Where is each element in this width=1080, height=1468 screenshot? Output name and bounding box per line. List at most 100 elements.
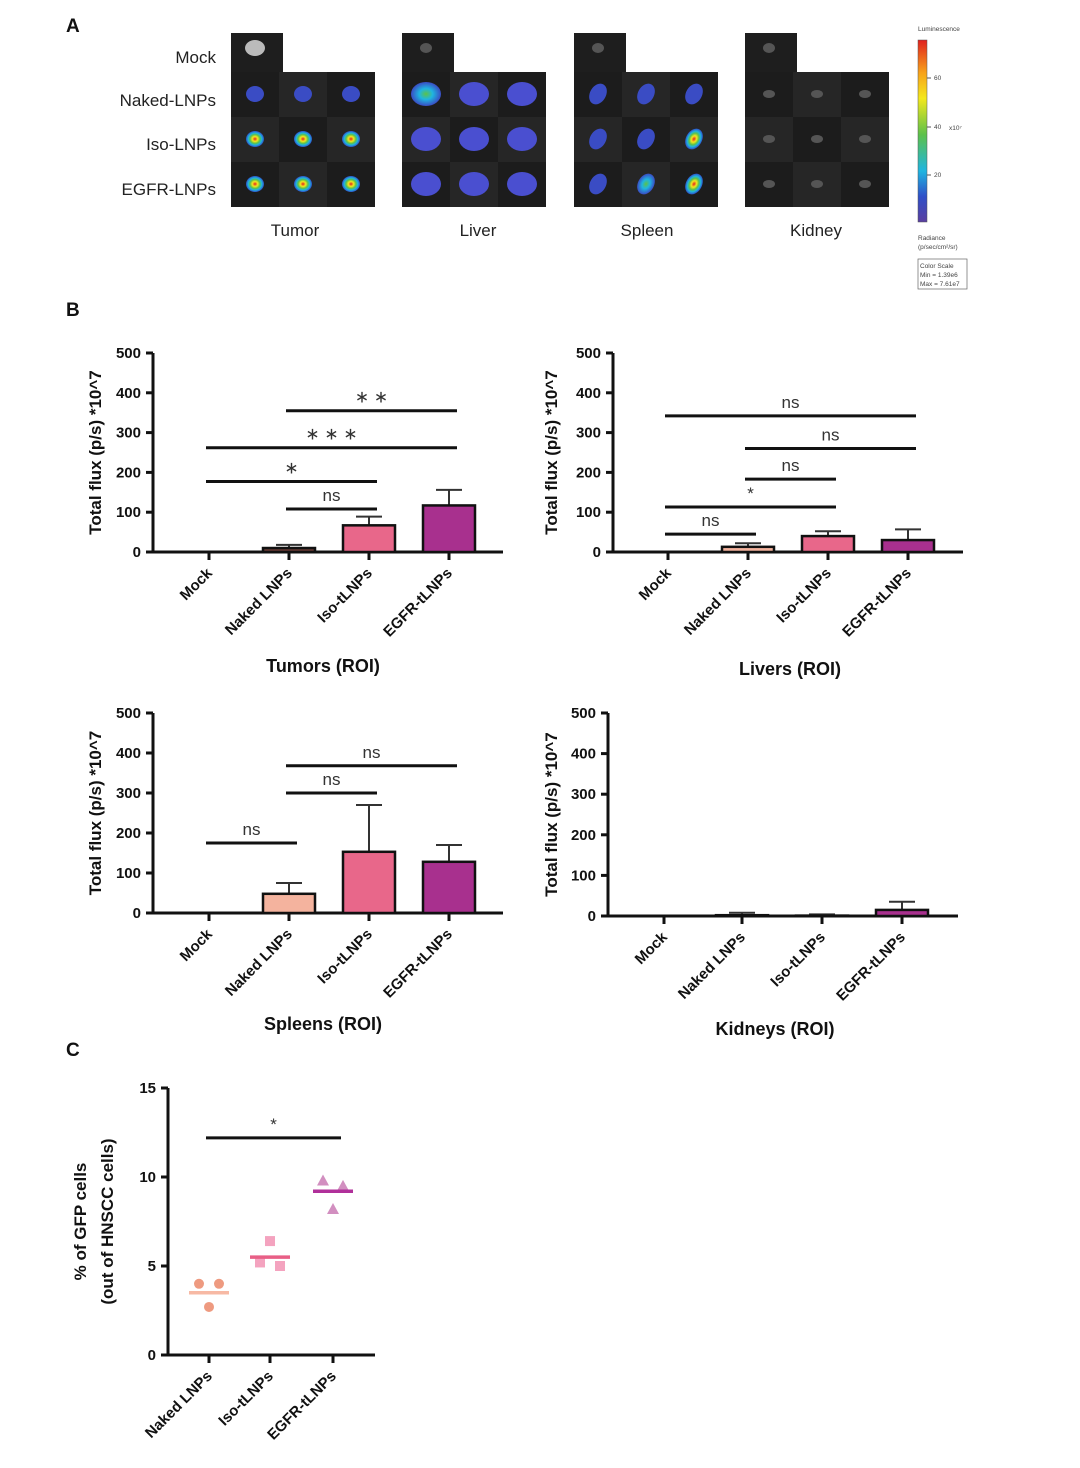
radiance-unit: (p/sec/cm²/sr) xyxy=(918,244,958,251)
panel-letter-c: C xyxy=(66,1040,80,1061)
signal-blob xyxy=(507,172,537,196)
y-tick-label: 100 xyxy=(116,865,141,882)
signal-blob xyxy=(342,86,360,102)
y-axis-label: Total flux (p/s) *10^7 xyxy=(542,732,561,897)
signal-blob xyxy=(459,172,489,196)
significance-label: ns xyxy=(782,393,800,412)
organ-silhouette xyxy=(763,135,775,143)
bar-naked-lnps xyxy=(714,913,770,918)
y-tick-label: 300 xyxy=(571,786,596,803)
organ-silhouette xyxy=(811,90,823,98)
colorbar-tick-label: 20 xyxy=(934,172,942,179)
x-tick-label: Naked LNPs xyxy=(675,929,749,1003)
significance-label: ∗ ∗ ∗ xyxy=(305,425,357,444)
x-tick-label: EGFR-tLNPs xyxy=(380,926,456,1002)
y-axis-label: % of GFP cells xyxy=(71,1163,90,1281)
signal-blob xyxy=(342,176,360,192)
bar-egfr-tlnps xyxy=(421,504,477,554)
organ-image-group xyxy=(402,33,546,207)
bar-naked-lnps xyxy=(720,545,776,554)
organ-label: Kidney xyxy=(790,221,842,240)
bar-iso-tlnps xyxy=(341,850,397,915)
imaging-panel: Mock Naked-LNPs Iso-LNPs EGFR-LNPs Tumor Live… xyxy=(120,26,968,290)
signal-blob xyxy=(342,131,360,147)
x-tick-label: Naked LNPs xyxy=(222,926,296,1000)
y-tick-label: 400 xyxy=(576,385,601,402)
organ-silhouette xyxy=(420,43,432,53)
color-scale-title: Color Scale xyxy=(920,263,954,270)
bar-iso-tlnps xyxy=(800,534,856,554)
significance-label: * xyxy=(270,1115,277,1134)
significance-label: ns xyxy=(702,511,720,530)
organ-silhouette xyxy=(859,90,871,98)
y-tick-label: 0 xyxy=(133,544,141,561)
signal-blob xyxy=(294,86,312,102)
signal-blob xyxy=(685,173,703,195)
y-axis-label: Total flux (p/s) *10^7 xyxy=(86,731,105,896)
x-tick-label: Mock xyxy=(636,564,676,604)
organ-label: Spleen xyxy=(621,221,674,240)
chart-1: 0 100 200 300 400 500 Mock Naked LNPs Iso-tLNPs E… xyxy=(542,345,963,679)
data-point xyxy=(265,1236,275,1247)
y-tick-label: 0 xyxy=(148,1347,156,1364)
row-label: Naked-LNPs xyxy=(120,91,216,110)
significance-label: ∗ ∗ xyxy=(355,388,388,407)
y-tick-label: 0 xyxy=(133,905,141,922)
panel-letter-b: B xyxy=(66,300,80,321)
signal-blob xyxy=(411,82,441,106)
y-tick-label: 400 xyxy=(116,385,141,402)
organ-silhouette xyxy=(859,135,871,143)
row-label: Mock xyxy=(175,48,216,67)
colorbar-title: Luminescence xyxy=(918,26,960,33)
organ-silhouette xyxy=(859,180,871,188)
organ-silhouette xyxy=(763,90,775,98)
signal-blob xyxy=(411,172,441,196)
colorbar-tick-label: 60 xyxy=(934,75,942,82)
organ-label: Tumor xyxy=(271,221,320,240)
signal-blob xyxy=(459,82,489,106)
chart-title: Livers (ROI) xyxy=(739,659,841,679)
colorbar-unit: x10⁷ xyxy=(949,125,962,132)
chart-title: Kidneys (ROI) xyxy=(715,1019,834,1039)
organ-silhouette xyxy=(811,135,823,143)
significance-label: ns xyxy=(363,743,381,762)
x-tick-label: Iso-tLNPs xyxy=(314,926,376,988)
signal-blob xyxy=(589,128,607,150)
x-tick-label: Naked LNPs xyxy=(681,565,755,639)
significance-label: * xyxy=(747,484,754,503)
signal-blob xyxy=(685,83,703,105)
y-tick-label: 100 xyxy=(116,504,141,521)
organ-silhouette xyxy=(763,43,775,53)
signal-blob xyxy=(637,173,655,195)
x-tick-label: Iso-tLNPs xyxy=(215,1368,277,1430)
x-tick-label: Iso-tLNPs xyxy=(773,565,835,627)
signal-blob xyxy=(685,128,703,150)
signal-blob xyxy=(411,127,441,151)
signal-blob xyxy=(589,173,607,195)
y-tick-label: 5 xyxy=(148,1258,156,1275)
color-scale-max: Max = 7.61e7 xyxy=(920,281,960,288)
signal-blob xyxy=(294,176,312,192)
y-tick-label: 300 xyxy=(116,425,141,442)
significance-label: ns xyxy=(323,770,341,789)
signal-blob xyxy=(589,83,607,105)
y-tick-label: 10 xyxy=(139,1169,156,1186)
organ-image-group xyxy=(745,33,889,207)
x-tick-label: Iso-tLNPs xyxy=(314,565,376,627)
organ-image-group xyxy=(574,33,718,207)
chart-title: Tumors (ROI) xyxy=(266,656,380,676)
signal-blob xyxy=(246,176,264,192)
data-point xyxy=(317,1174,329,1186)
data-point xyxy=(204,1301,214,1312)
y-tick-label: 100 xyxy=(571,867,596,884)
color-scale-box xyxy=(917,258,968,290)
chart-3: 0 100 200 300 400 500 Mock Naked LNPs Iso-tLNPs E… xyxy=(542,705,958,1039)
x-tick-label: Mock xyxy=(632,928,672,968)
significance-label: ns xyxy=(243,820,261,839)
significance-label: ns xyxy=(822,426,840,445)
x-tick-label: Iso-tLNPs xyxy=(767,929,829,991)
data-point xyxy=(194,1278,204,1289)
organ-silhouette xyxy=(811,180,823,188)
y-axis-label: Total flux (p/s) *10^7 xyxy=(542,370,561,535)
